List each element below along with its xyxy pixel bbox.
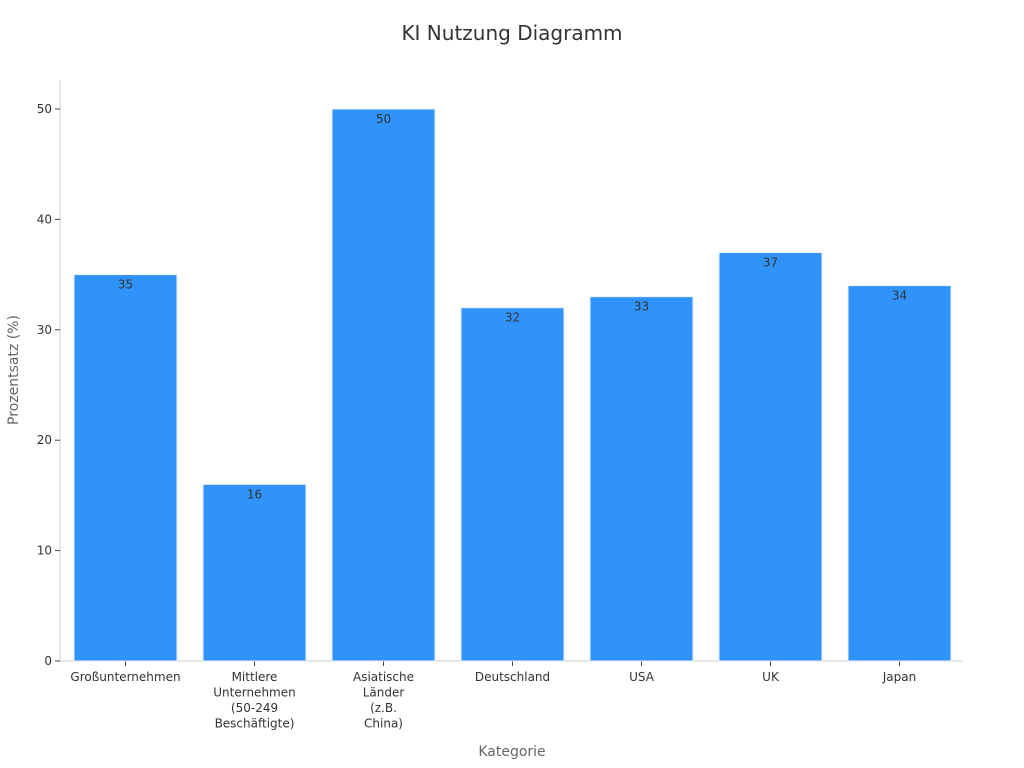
- chart-title: KI Nutzung Diagramm: [401, 21, 622, 45]
- data-label: 50: [376, 112, 391, 126]
- axes: 0 10 20 30 40 50 Großunternehmen Mittlere Untern…: [37, 80, 963, 731]
- bar: [718, 252, 823, 662]
- data-label: 32: [505, 311, 520, 325]
- data-label: 16: [247, 487, 262, 501]
- y-tick-label: 30: [37, 323, 52, 337]
- bar: [331, 108, 436, 662]
- x-tick-label: Mittlere Unternehmen (50-249 Beschäftigte): [213, 670, 295, 731]
- x-tick-label: Japan: [882, 670, 916, 684]
- data-label: 37: [763, 256, 778, 270]
- bar: [589, 296, 694, 662]
- bars: 35 16 50 32 33 37 34: [73, 108, 952, 662]
- x-tick-label: UK: [762, 670, 780, 684]
- data-label: 33: [634, 300, 649, 314]
- y-axis-label: Prozentsatz (%): [6, 315, 22, 425]
- x-tick-label: Deutschland: [475, 670, 550, 684]
- y-tick-label: 20: [37, 433, 52, 447]
- x-tick-label: USA: [629, 670, 655, 684]
- y-tick-label: 50: [37, 102, 52, 116]
- bar: [73, 274, 178, 662]
- bar: [202, 483, 307, 662]
- y-tick-label: 40: [37, 212, 52, 226]
- y-tick-label: 0: [44, 654, 52, 668]
- x-tick-label: Asiatische Länder (z.B. China): [353, 670, 414, 731]
- x-tick-label: Großunternehmen: [70, 670, 180, 684]
- y-tick-label: 10: [37, 544, 52, 558]
- bar: [847, 285, 952, 662]
- x-axis-label: Kategorie: [478, 744, 545, 760]
- data-label: 35: [118, 278, 133, 292]
- data-label: 34: [892, 289, 907, 303]
- bar: [460, 307, 565, 662]
